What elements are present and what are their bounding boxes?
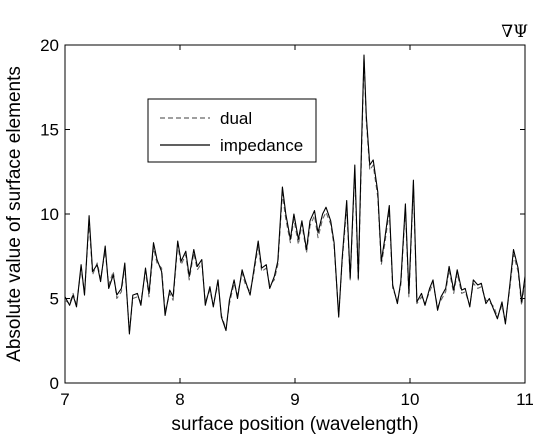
x-tick-label: 7: [60, 390, 69, 409]
corner-label: ∇Ψ: [501, 22, 528, 42]
x-tick-label: 8: [175, 390, 184, 409]
y-tick-label: 0: [50, 374, 59, 393]
axis-ticks: 7 8 9 10 11 0 5 10 15 20: [40, 36, 534, 409]
y-tick-label: 10: [40, 205, 59, 224]
y-axis-label: Absolute value of surface elements: [4, 66, 25, 362]
legend-box: [147, 98, 317, 163]
legend: dual impedance: [147, 98, 317, 163]
y-tick-label: 20: [40, 36, 59, 55]
x-tick-label: 10: [401, 390, 420, 409]
y-tick-label: 5: [50, 290, 59, 309]
series-line-impedance: [64, 54, 526, 335]
x-tick-label: 9: [290, 390, 299, 409]
legend-label-dual: dual: [220, 109, 252, 128]
x-tick-label: 11: [516, 390, 534, 409]
y-tick-label: 15: [40, 121, 59, 140]
legend-label-impedance: impedance: [220, 136, 303, 155]
series-layer: [64, 54, 526, 335]
x-axis-label: surface position (wavelength): [171, 414, 418, 435]
